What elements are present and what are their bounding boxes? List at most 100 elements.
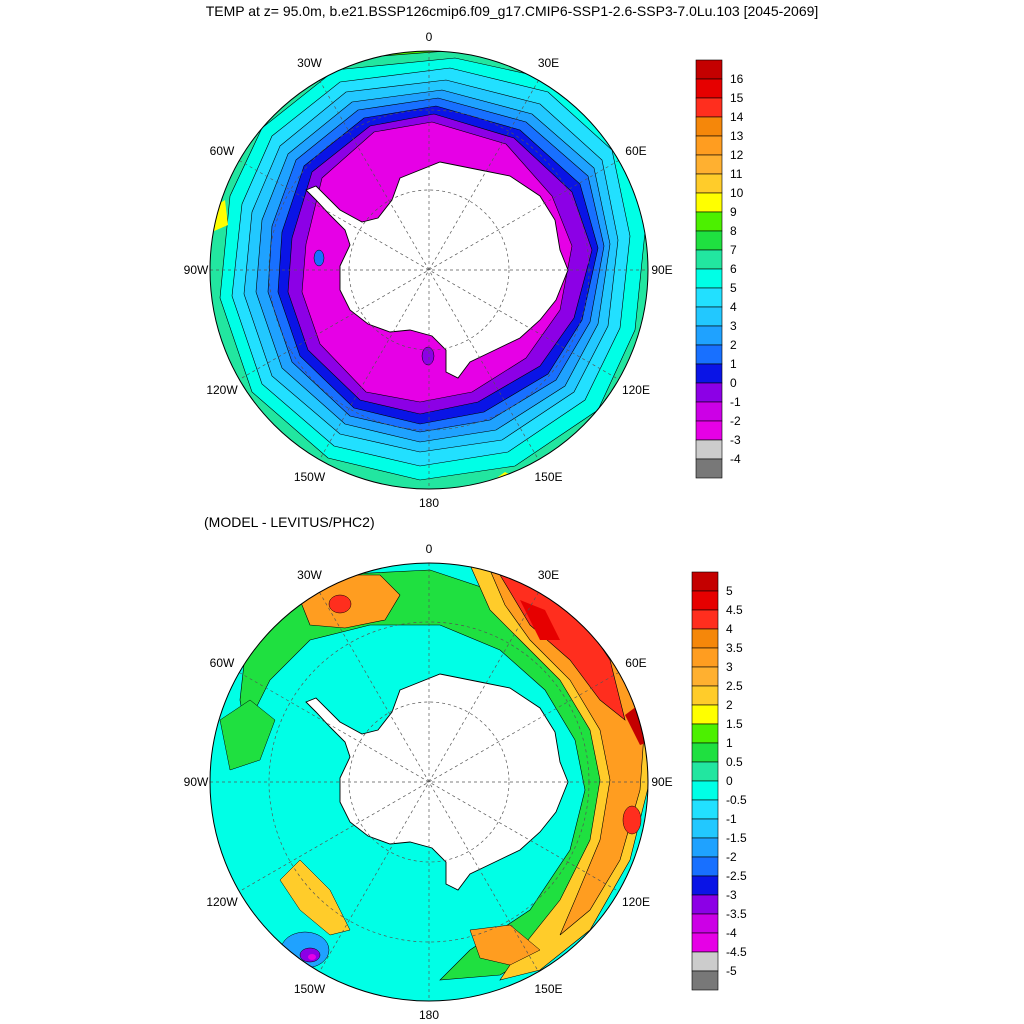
- antarctica-land: [305, 161, 569, 379]
- difference-colorbar-box-11: [691, 780, 719, 801]
- temperature-colorbar-label-3: 13: [730, 129, 744, 143]
- difference-colorbar-box-3: [691, 628, 719, 649]
- top-lon-label-10: 60W: [209, 143, 235, 158]
- temperature-colorbar-box-7: [695, 192, 723, 213]
- temperature-colorbar-label-12: 4: [730, 300, 737, 314]
- map-boundary-bottom: [209, 562, 649, 1002]
- difference-colorbar-box-0: [691, 571, 719, 592]
- difference-map: [209, 562, 649, 1002]
- temperature-colorbar-box-13: [695, 306, 723, 327]
- diff-field-red-nw: [328, 594, 352, 614]
- difference-colorbar-label-3: 3.5: [726, 641, 743, 655]
- temperature-colorbar-box-3: [695, 116, 723, 137]
- difference-colorbar-box-19: [691, 932, 719, 953]
- difference-colorbar-box-12: [691, 799, 719, 820]
- difference-colorbar-label-10: 0: [726, 774, 733, 788]
- bottom-lon-label-3: 90E: [651, 775, 673, 789]
- temperature-colorbar-box-14: [695, 325, 723, 346]
- temperature-colorbar-box-11: [695, 268, 723, 289]
- difference-colorbar-label-6: 2: [726, 698, 733, 712]
- difference-subtitle: (MODEL - LEVITUS/PHC2): [204, 514, 375, 530]
- temperature-colorbar-box-15: [695, 344, 723, 365]
- bottom-lon-label-11: 30W: [297, 568, 322, 583]
- temperature-colorbar-box-16: [695, 363, 723, 384]
- temperature-colorbar-label-15: 1: [730, 357, 737, 371]
- difference-colorbar-box-18: [691, 913, 719, 934]
- temperature-colorbar-label-7: 9: [730, 205, 737, 219]
- difference-colorbar-label-16: -3: [726, 888, 737, 902]
- bottom-lon-label-6: 180: [418, 1008, 440, 1022]
- temperature-colorbar-label-8: 8: [730, 224, 737, 238]
- difference-colorbar-box-2: [691, 609, 719, 630]
- difference-colorbar-box-5: [691, 666, 719, 687]
- difference-colorbar-label-15: -2.5: [726, 869, 747, 883]
- bottom-lon-label-4: 120E: [621, 894, 650, 909]
- temperature-colorbar-label-9: 7: [730, 243, 737, 257]
- temperature-colorbar-box-0: [695, 59, 723, 80]
- temperature-colorbar-box-17: [695, 382, 723, 403]
- temperature-colorbar-label-5: 11: [730, 167, 743, 181]
- difference-colorbar-label-7: 1.5: [726, 717, 743, 731]
- difference-colorbar-label-2: 4: [726, 622, 733, 636]
- field-patch-west: [313, 249, 325, 267]
- difference-colorbar-label-14: -2: [726, 850, 737, 864]
- difference-colorbar-box-20: [691, 951, 719, 972]
- temperature-colorbar-box-4: [695, 135, 723, 156]
- difference-colorbar-label-11: -0.5: [726, 793, 747, 807]
- difference-colorbar-label-13: -1.5: [726, 831, 747, 845]
- top-lon-label-6: 180: [418, 496, 440, 510]
- bottom-lon-label-10: 60W: [209, 655, 235, 670]
- temperature-colorbar-label-19: -3: [730, 433, 741, 447]
- temperature-colorbar-label-10: 6: [730, 262, 737, 276]
- top-lon-label-1: 30E: [537, 56, 560, 71]
- difference-colorbar-box-1: [691, 590, 719, 611]
- temperature-colorbar-label-1: 15: [730, 91, 744, 105]
- temperature-colorbar-label-4: 12: [730, 148, 744, 162]
- temperature-colorbar: [695, 59, 723, 479]
- temperature-colorbar-label-14: 2: [730, 338, 737, 352]
- diff-field-orange-s: [469, 924, 541, 966]
- bottom-lon-label-2: 60E: [625, 655, 647, 670]
- difference-colorbar-box-16: [691, 875, 719, 896]
- top-lon-label-5: 150E: [534, 469, 563, 484]
- difference-colorbar-label-8: 1: [726, 736, 733, 750]
- temperature-colorbar-label-17: -1: [730, 395, 741, 409]
- field-patch-ross: [421, 346, 435, 366]
- difference-colorbar-label-12: -1: [726, 812, 737, 826]
- temperature-colorbar-label-13: 3: [730, 319, 737, 333]
- temperature-colorbar-label-6: 10: [730, 186, 744, 200]
- temperature-colorbar-box-9: [695, 230, 723, 251]
- difference-colorbar-label-5: 2.5: [726, 679, 743, 693]
- difference-colorbar-label-18: -4: [726, 926, 737, 940]
- top-lon-label-8: 120W: [206, 382, 238, 397]
- difference-colorbar-box-21: [691, 970, 719, 991]
- temperature-colorbar-box-8: [695, 211, 723, 232]
- top-lon-label-11: 30W: [297, 56, 322, 71]
- difference-colorbar-label-17: -3.5: [726, 907, 747, 921]
- difference-colorbar-box-10: [691, 761, 719, 782]
- difference-colorbar-box-14: [691, 837, 719, 858]
- temperature-colorbar-box-19: [695, 420, 723, 441]
- difference-colorbar-box-6: [691, 685, 719, 706]
- top-lon-label-3: 90E: [651, 263, 673, 277]
- difference-colorbar-box-8: [691, 723, 719, 744]
- difference-colorbar-label-1: 4.5: [726, 603, 743, 617]
- difference-colorbar-box-4: [691, 647, 719, 668]
- difference-colorbar: [691, 571, 719, 991]
- temperature-colorbar-box-12: [695, 287, 723, 308]
- diff-field-magenta-sw: [308, 954, 316, 960]
- temperature-colorbar-label-16: 0: [730, 376, 737, 390]
- diff-field-yellow-sw: [279, 859, 351, 936]
- main-title: TEMP at z= 95.0m, b.e21.BSSP126cmip6.f09…: [205, 3, 819, 19]
- top-lon-label-7: 150W: [293, 469, 326, 484]
- diff-field-deep-red: [520, 600, 560, 640]
- temperature-colorbar-label-2: 14: [730, 110, 744, 124]
- top-lon-label-0: 0: [425, 30, 433, 44]
- top-lon-label-9: 90W: [183, 263, 209, 277]
- temperature-colorbar-box-5: [695, 154, 723, 175]
- temperature-colorbar-box-10: [695, 249, 723, 270]
- bottom-lon-label-8: 120W: [206, 894, 238, 909]
- top-lon-label-2: 60E: [625, 143, 647, 158]
- temperature-colorbar-box-20: [695, 439, 723, 460]
